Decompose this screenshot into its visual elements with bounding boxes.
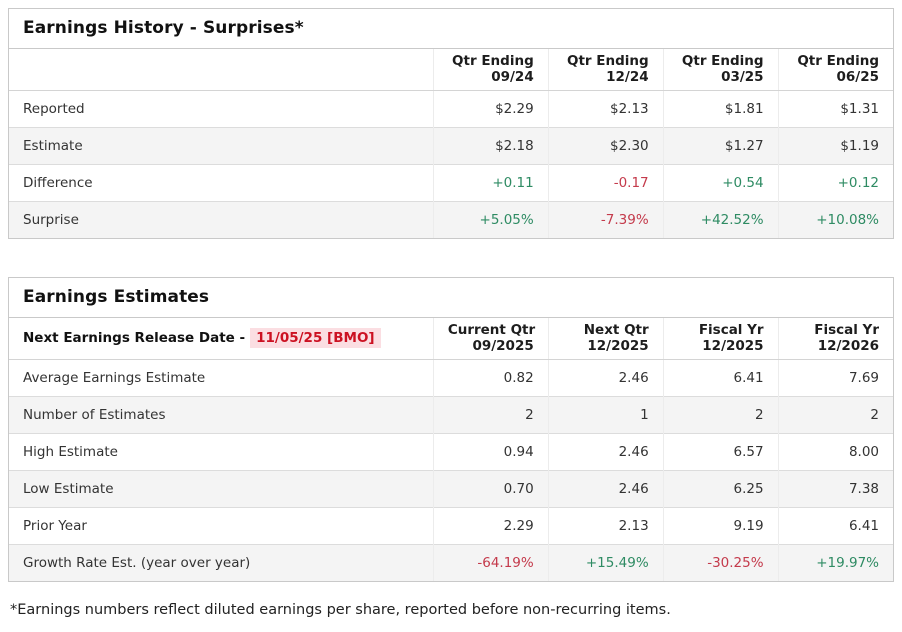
table-row: Reported $2.29 $2.13 $1.81 $1.31 [9,89,893,128]
cell-value: 7.38 [777,469,893,508]
cell-value: 6.57 [662,432,779,471]
column-header: Fiscal Yr 12/2025 [662,317,779,360]
table-row: Low Estimate 0.70 2.46 6.25 7.38 [9,469,893,508]
cell-value: 0.94 [432,432,549,471]
cell-value: $2.18 [432,126,549,165]
release-date-cell: Next Earnings Release Date -11/05/25 [BM… [9,317,434,360]
cell-value: +5.05% [432,200,549,238]
cell-value: $1.19 [777,126,893,165]
column-header: Qtr Ending 03/25 [662,49,779,91]
cell-value: 0.82 [432,358,549,397]
cell-value: -30.25% [662,543,779,581]
table-row: High Estimate 0.94 2.46 6.57 8.00 [9,432,893,471]
table-row: Growth Rate Est. (year over year) -64.19%… [9,543,893,581]
row-label: Growth Rate Est. (year over year) [9,543,434,581]
release-date-label: Next Earnings Release Date - [23,330,246,347]
cell-value: -64.19% [432,543,549,581]
cell-value: $1.81 [662,89,779,128]
cell-value: +15.49% [547,543,664,581]
row-label: Prior Year [9,506,434,545]
earnings-history-panel: Earnings History - Surprises* Qtr Ending… [8,8,894,239]
row-label: Number of Estimates [9,395,434,434]
cell-value: 7.69 [777,358,893,397]
cell-value: 2.29 [432,506,549,545]
table-row: Difference +0.11 -0.17 +0.54 +0.12 [9,163,893,202]
cell-value: 2.46 [547,469,664,508]
column-header: Qtr Ending 06/25 [777,49,893,91]
cell-value: 2.13 [547,506,664,545]
row-label: Surprise [9,200,434,238]
earnings-estimates-title: Earnings Estimates [9,278,893,318]
release-date-value: 11/05/25 [BMO] [250,328,381,349]
table-row: Surprise +5.05% -7.39% +42.52% +10.08% [9,200,893,238]
column-header: Qtr Ending 09/24 [432,49,549,91]
cell-value: +42.52% [662,200,779,238]
cell-value: -0.17 [547,163,664,202]
table-row: Prior Year 2.29 2.13 9.19 6.41 [9,506,893,545]
earnings-estimates-panel: Earnings Estimates Next Earnings Release… [8,276,894,582]
column-header: Qtr Ending 12/24 [547,49,664,91]
cell-value: 2 [777,395,893,434]
cell-value: 1 [547,395,664,434]
column-header: Fiscal Yr 12/2026 [777,317,893,360]
row-label: Difference [9,163,434,202]
row-label: Average Earnings Estimate [9,358,434,397]
cell-value: $2.29 [432,89,549,128]
cell-value: +0.12 [777,163,893,202]
cell-value: 9.19 [662,506,779,545]
cell-value: $1.31 [777,89,893,128]
row-label: Reported [9,89,434,128]
table-row: Estimate $2.18 $2.30 $1.27 $1.19 [9,126,893,165]
cell-value: -7.39% [547,200,664,238]
cell-value: 2.46 [547,358,664,397]
earnings-history-header-row: Qtr Ending 09/24 Qtr Ending 12/24 Qtr Ending… [9,49,893,91]
earnings-estimates-table: Next Earnings Release Date -11/05/25 [BM… [9,317,893,581]
row-label: Estimate [9,126,434,165]
cell-value: 6.41 [662,358,779,397]
header-spacer-cell [9,49,434,91]
cell-value: 2.46 [547,432,664,471]
cell-value: 0.70 [432,469,549,508]
column-header: Next Qtr 12/2025 [547,317,664,360]
column-header: Current Qtr 09/2025 [432,317,549,360]
cell-value: 8.00 [777,432,893,471]
cell-value: +0.54 [662,163,779,202]
table-row: Number of Estimates 2 1 2 2 [9,395,893,434]
cell-value: +0.11 [432,163,549,202]
cell-value: $1.27 [662,126,779,165]
earnings-history-table: Qtr Ending 09/24 Qtr Ending 12/24 Qtr Ending… [9,49,893,238]
cell-value: 6.25 [662,469,779,508]
cell-value: +10.08% [777,200,893,238]
cell-value: 2 [432,395,549,434]
earnings-history-title: Earnings History - Surprises* [9,9,893,49]
cell-value: $2.13 [547,89,664,128]
row-label: Low Estimate [9,469,434,508]
cell-value: 6.41 [777,506,893,545]
earnings-estimates-header-row: Next Earnings Release Date -11/05/25 [BM… [9,317,893,360]
cell-value: +19.97% [777,543,893,581]
cell-value: 2 [662,395,779,434]
table-row: Average Earnings Estimate 0.82 2.46 6.41 7.6… [9,358,893,397]
row-label: High Estimate [9,432,434,471]
footnote: *Earnings numbers reflect diluted earnin… [10,601,671,618]
cell-value: $2.30 [547,126,664,165]
